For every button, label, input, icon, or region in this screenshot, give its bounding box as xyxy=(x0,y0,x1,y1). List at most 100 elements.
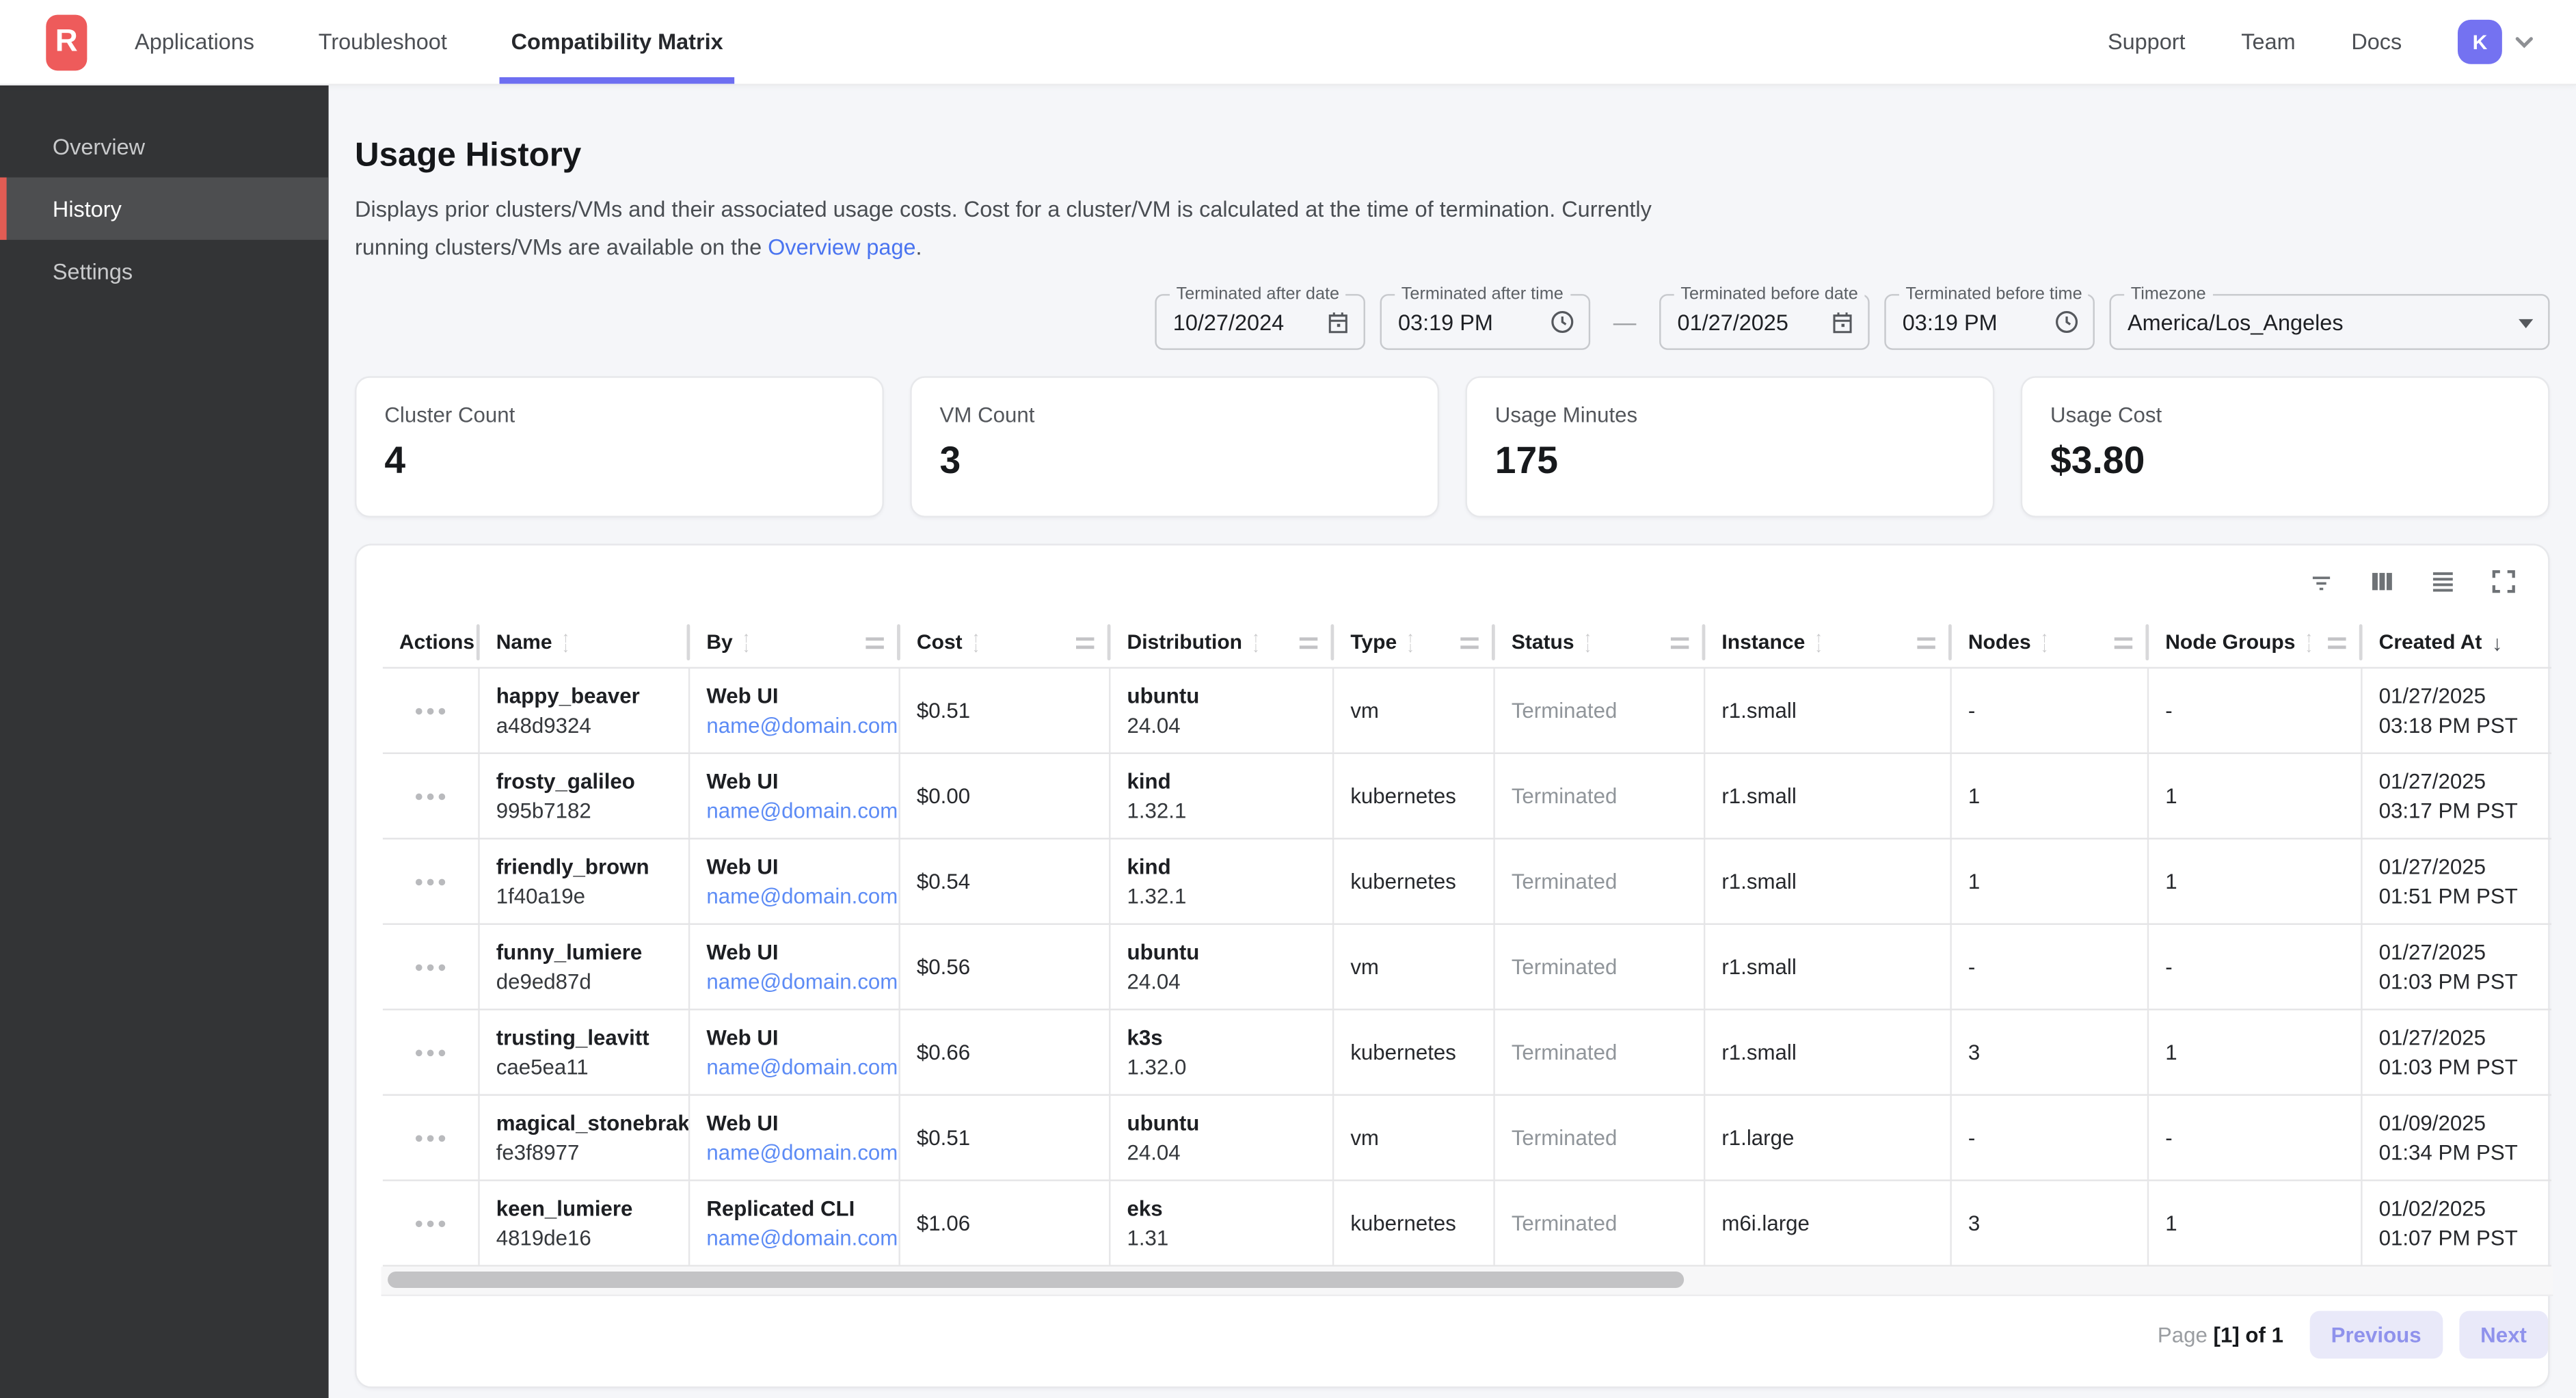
calendar-icon[interactable] xyxy=(1830,310,1855,335)
sidebar-item-overview[interactable]: Overview xyxy=(52,133,146,159)
creator-email-link[interactable]: name@domain.com xyxy=(706,798,898,824)
next-page-button[interactable]: Next xyxy=(2458,1310,2549,1358)
sidebar-item-history[interactable]: History xyxy=(0,177,329,240)
column-separator[interactable] xyxy=(2145,624,2149,661)
avatar[interactable]: K xyxy=(2457,19,2502,64)
secondary-nav: Support Team Docs K xyxy=(2107,19,2536,64)
clock-icon[interactable] xyxy=(2054,310,2080,336)
row-actions-button[interactable] xyxy=(383,839,480,924)
column-menu-icon[interactable] xyxy=(2328,637,2346,649)
distribution-version: 24.04 xyxy=(1127,969,1181,995)
filter-field-terminated-before-date[interactable]: Terminated before date 01/27/2025 xyxy=(1659,284,1870,351)
cell-name: happy_beaver a48d9324 xyxy=(480,669,690,753)
sidebar-item-settings[interactable]: Settings xyxy=(52,258,133,284)
column-separator[interactable] xyxy=(686,624,690,661)
filter-icon[interactable] xyxy=(2307,567,2336,597)
nav-support[interactable]: Support xyxy=(2107,29,2186,55)
column-separator[interactable] xyxy=(897,624,900,661)
column-separator[interactable] xyxy=(1107,624,1111,661)
previous-page-button[interactable]: Previous xyxy=(2309,1310,2443,1358)
column-header-nodes[interactable]: Nodes ↑ ↓ xyxy=(1952,618,2149,667)
sort-icons[interactable]: ↑ ↓ xyxy=(972,630,980,655)
sidebar: Overview History Settings xyxy=(0,83,329,1398)
column-header-instance[interactable]: Instance ↑ ↓ xyxy=(1705,618,1952,667)
column-header-by[interactable]: By ↑ ↓ xyxy=(690,618,900,667)
row-actions-button[interactable] xyxy=(383,669,480,753)
filter-field-timezone[interactable]: Timezone America/Los_Angeles xyxy=(2109,284,2550,351)
row-actions-button[interactable] xyxy=(383,754,480,839)
filter-field-terminated-after-date[interactable]: Terminated after date 10/27/2024 xyxy=(1155,284,1365,351)
creator-email-link[interactable]: name@domain.com xyxy=(706,1226,898,1251)
row-actions-button[interactable] xyxy=(383,1010,480,1095)
sort-icons[interactable]: ↑ ↓ xyxy=(1584,630,1592,655)
calendar-icon[interactable] xyxy=(1326,310,1350,335)
column-separator[interactable] xyxy=(476,624,480,661)
nav-tab-compatibility-matrix[interactable]: Compatibility Matrix xyxy=(499,0,735,84)
node-groups-value: - xyxy=(2165,955,2173,980)
brand-logo[interactable]: R xyxy=(46,14,88,70)
sort-up-icon: ↑ xyxy=(2041,630,2048,647)
column-header-type[interactable]: Type ↑ ↓ xyxy=(1334,618,1495,667)
column-separator[interactable] xyxy=(1491,624,1495,661)
column-menu-icon[interactable] xyxy=(1299,637,1318,649)
column-menu-icon[interactable] xyxy=(2114,637,2133,649)
column-menu-icon[interactable] xyxy=(1076,637,1095,649)
column-menu-icon[interactable] xyxy=(1460,637,1479,649)
creator-email-link[interactable]: name@domain.com xyxy=(706,884,898,909)
creator-email-link[interactable]: name@domain.com xyxy=(706,969,898,995)
chevron-down-icon[interactable] xyxy=(2512,29,2536,54)
creator-email-link[interactable]: name@domain.com xyxy=(706,1055,898,1080)
row-actions-button[interactable] xyxy=(383,1181,480,1266)
distribution-version: 1.32.1 xyxy=(1127,798,1187,824)
column-separator[interactable] xyxy=(1948,624,1952,661)
cell-created_at: 01/02/2025 01:07 PM PST xyxy=(2363,1182,2551,1266)
column-header-cost[interactable]: Cost ↑ ↓ xyxy=(900,618,1111,667)
sort-icons[interactable]: ↑ ↓ xyxy=(1252,630,1259,655)
dropdown-icon[interactable] xyxy=(2517,314,2534,332)
column-label: Created At xyxy=(2378,631,2482,655)
clock-icon[interactable] xyxy=(1549,310,1575,336)
creator-email-link[interactable]: name@domain.com xyxy=(706,713,898,738)
account-menu[interactable]: K xyxy=(2457,19,2536,64)
sort-icons[interactable]: ↑ ↓ xyxy=(562,630,569,655)
cluster-name: funny_lumiere xyxy=(496,940,643,965)
filter-field-terminated-after-time[interactable]: Terminated after time 03:19 PM xyxy=(1380,284,1591,351)
nav-tab-applications[interactable]: Applications xyxy=(130,0,259,84)
creator-email-link[interactable]: name@domain.com xyxy=(706,1140,898,1166)
row-actions-button[interactable] xyxy=(383,925,480,1010)
nav-docs[interactable]: Docs xyxy=(2351,29,2402,55)
cell-nodes: 3 xyxy=(1952,1010,2149,1095)
column-separator[interactable] xyxy=(1330,624,1334,661)
density-icon[interactable] xyxy=(2428,567,2458,597)
column-menu-icon[interactable] xyxy=(866,637,884,649)
sort-icons[interactable]: ↑ ↓ xyxy=(2305,630,2313,655)
column-menu-icon[interactable] xyxy=(1670,637,1689,649)
row-actions-button[interactable] xyxy=(383,1096,480,1181)
column-header-name[interactable]: Name ↑ ↓ xyxy=(480,618,690,667)
horizontal-scrollbar[interactable] xyxy=(381,1267,2553,1297)
column-menu-icon[interactable] xyxy=(1917,637,1935,649)
cost-value: $0.56 xyxy=(916,955,971,980)
overview-page-link[interactable]: Overview page xyxy=(768,234,916,259)
column-separator[interactable] xyxy=(1702,624,1706,661)
filter-field-terminated-before-time[interactable]: Terminated before time 03:19 PM xyxy=(1884,284,2095,351)
nav-tab-troubleshoot[interactable]: Troubleshoot xyxy=(313,0,452,84)
cell-status: Terminated xyxy=(1495,1096,1706,1181)
column-header-distribution[interactable]: Distribution ↑ ↓ xyxy=(1110,618,1334,667)
columns-icon[interactable] xyxy=(2367,567,2397,597)
sort-icons[interactable]: ↑ ↓ xyxy=(1407,630,1414,655)
cell-type: vm xyxy=(1334,925,1495,1010)
created-by: Replicated CLI xyxy=(706,1196,855,1222)
sort-icons[interactable]: ↑ ↓ xyxy=(742,630,750,655)
sort-icons[interactable]: ↑ ↓ xyxy=(2041,630,2048,655)
column-header-created_at[interactable]: Created At ↓ xyxy=(2363,618,2551,667)
sort-icons[interactable]: ↑ ↓ xyxy=(1815,630,1823,655)
column-separator[interactable] xyxy=(2359,624,2363,661)
nav-team[interactable]: Team xyxy=(2241,29,2296,55)
column-header-status[interactable]: Status ↑ ↓ xyxy=(1495,618,1706,667)
scrollbar-thumb[interactable] xyxy=(388,1272,1685,1289)
column-header-node_groups[interactable]: Node Groups ↑ ↓ xyxy=(2149,618,2363,667)
table-row: frosty_galileo 995b7182 Web UI name@domain.… xyxy=(382,754,2551,840)
fullscreen-icon[interactable] xyxy=(2489,567,2519,597)
sort-desc-icon[interactable]: ↓ xyxy=(2491,630,2503,656)
